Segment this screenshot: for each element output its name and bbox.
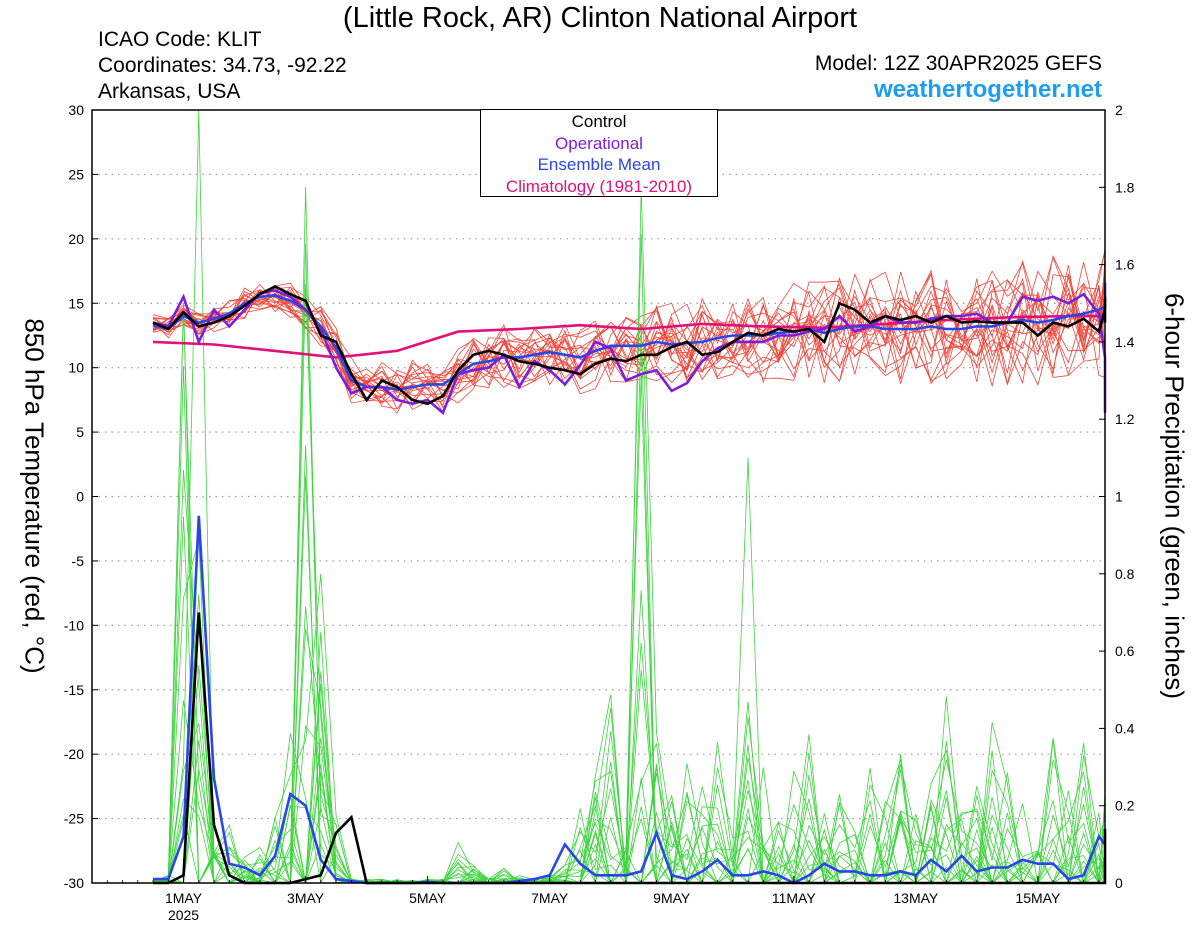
y-tick-label-left: -30	[64, 875, 84, 891]
y-tick-label-left: -25	[64, 811, 84, 827]
temperature-control-line	[152, 285, 1107, 406]
x-tick-label: 11MAY	[772, 890, 816, 906]
y-tick-label-right: 0.8	[1115, 566, 1135, 582]
x-tick-label: 9MAY	[653, 890, 691, 906]
y-tick-label-left: 5	[76, 424, 84, 440]
x-year-label: 2025	[168, 907, 199, 923]
y-tick-label-right: 2	[1115, 102, 1123, 118]
chart-title: (Little Rock, AR) Clinton National Airpo…	[342, 2, 858, 34]
y-tick-label-left: 20	[68, 231, 84, 247]
temperature-member-line	[152, 256, 1106, 399]
temperature-member-line	[152, 240, 1106, 399]
icao-code: ICAO Code: KLIT	[98, 28, 262, 51]
legend: Control Operational Ensemble Mean Climat…	[480, 109, 718, 197]
y-tick-label-left: 0	[76, 489, 84, 505]
precipitation-member-line	[152, 283, 1106, 885]
axis-ticks: 302520151050-5-10-15-20-25-3021.81.61.41…	[64, 102, 1135, 923]
y-tick-label-left: -15	[64, 682, 84, 698]
legend-ensemble-mean: Ensemble Mean	[537, 155, 661, 174]
y-tick-label-left: 30	[68, 102, 84, 118]
y-tick-label-left: 10	[68, 360, 84, 376]
precipitation-member-line	[153, 538, 1106, 885]
x-tick-label: 3MAY	[287, 890, 325, 906]
region: Arkansas, USA	[98, 80, 241, 103]
model-run: Model: 12Z 30APR2025 GEFS	[814, 52, 1102, 75]
y-tick-label-right: 0	[1115, 875, 1123, 891]
x-tick-label: 15MAY	[1015, 890, 1061, 906]
y-tick-label-left: 25	[68, 166, 84, 182]
climatology-line	[152, 314, 1105, 359]
y-tick-label-right: 1.2	[1115, 411, 1135, 427]
coordinates: Coordinates: 34.73, -92.22	[98, 54, 347, 77]
temperature-member-line	[152, 250, 1106, 410]
y-tick-label-right: 1.4	[1115, 334, 1135, 350]
y-tick-label-right: 1.6	[1115, 257, 1135, 273]
y-tick-label-left: 15	[68, 295, 84, 311]
precipitation-member-line	[152, 243, 1106, 884]
site-link[interactable]: weathertogether.net	[873, 76, 1102, 103]
y-tick-label-right: 0.6	[1115, 643, 1135, 659]
temperature-member-line	[152, 242, 1106, 400]
x-tick-label: 1MAY	[165, 890, 203, 906]
y-tick-label-right: 1.8	[1115, 179, 1135, 195]
grid	[92, 173, 1105, 820]
y-tick-label-left: -20	[64, 746, 84, 762]
temperature-member-line	[152, 255, 1106, 413]
temperature-ensemble-mean-line	[152, 282, 1107, 391]
x-tick-label: 5MAY	[409, 890, 447, 906]
legend-control: Control	[571, 112, 627, 131]
temperature-member-line	[152, 238, 1106, 414]
precipitation-ensemble-mean-line	[153, 515, 1107, 885]
y-tick-label-right: 0.2	[1115, 798, 1135, 814]
y-tick-label-left: -10	[64, 617, 84, 633]
temperature-member-line	[152, 255, 1106, 390]
legend-operational: Operational	[555, 133, 643, 153]
y-tick-label-right: 0.4	[1115, 720, 1135, 736]
legend-climatology: Climatology (1981-2010)	[505, 176, 693, 196]
temperature-operational-line	[152, 289, 1107, 415]
y-tick-label-right: 1	[1115, 489, 1123, 505]
x-tick-label: 13MAY	[893, 890, 939, 906]
x-tick-label: 7MAY	[531, 890, 569, 906]
ensemble-members	[152, 109, 1106, 885]
y-tick-label-left: -5	[72, 553, 85, 569]
temperature-member-line	[152, 231, 1106, 408]
